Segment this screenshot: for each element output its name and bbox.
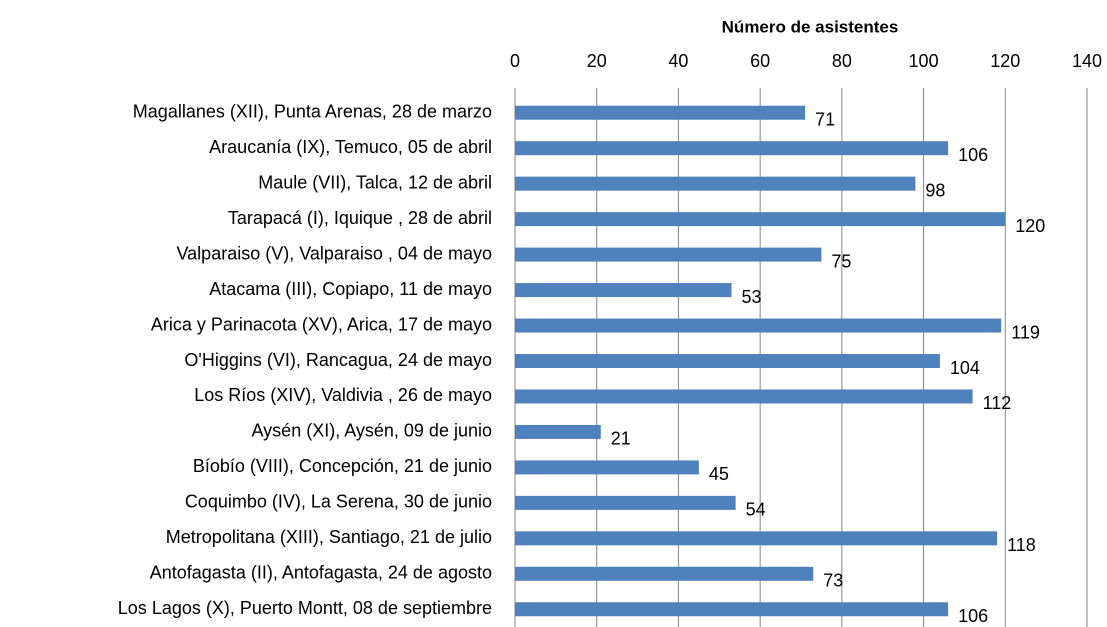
bar bbox=[515, 460, 699, 475]
data-label: 71 bbox=[815, 109, 835, 129]
data-label: 98 bbox=[925, 180, 945, 200]
y-tick-label: Bíobío (VIII), Concepción, 21 de junio bbox=[193, 456, 492, 476]
x-tick-label: 60 bbox=[750, 51, 770, 71]
data-label: 53 bbox=[742, 287, 762, 307]
data-label: 120 bbox=[1015, 216, 1045, 236]
data-label: 119 bbox=[1011, 322, 1040, 342]
axis-title: Número de asistentes bbox=[722, 17, 899, 36]
x-tick-label: 80 bbox=[832, 51, 852, 71]
y-tick-label: Atacama (III), Copiapo, 11 de mayo bbox=[209, 279, 492, 299]
y-tick-label: Arica y Parinacota (XV), Arica, 17 de ma… bbox=[151, 314, 492, 334]
x-tick-label: 120 bbox=[990, 51, 1020, 71]
data-label: 54 bbox=[746, 500, 766, 520]
y-tick-label: Tarapacá (I), Iquique , 28 de abril bbox=[228, 208, 492, 228]
y-tick-label: Aysén (XI), Aysén, 09 de junio bbox=[252, 421, 493, 441]
bar bbox=[515, 212, 1006, 227]
x-tick-label: 100 bbox=[909, 51, 939, 71]
y-tick-label: Valparaiso (V), Valparaiso , 04 de mayo bbox=[177, 243, 493, 263]
data-label: 118 bbox=[1007, 535, 1036, 555]
y-tick-label: Coquimbo (IV), La Serena, 30 de junio bbox=[185, 492, 492, 512]
y-tick-label: Los Ríos (XIV), Valdivia , 26 de mayo bbox=[194, 385, 492, 405]
x-tick-label: 20 bbox=[587, 51, 607, 71]
bar bbox=[515, 566, 814, 581]
x-tick-label: 0 bbox=[510, 51, 520, 71]
bar bbox=[515, 389, 973, 404]
bar bbox=[515, 602, 949, 617]
data-label: 106 bbox=[958, 145, 988, 165]
y-tick-label: Metropolitana (XIII), Santiago, 21 de ju… bbox=[166, 527, 492, 547]
x-tick-label: 40 bbox=[668, 51, 688, 71]
data-label: 112 bbox=[983, 393, 1012, 413]
y-tick-label: Magallanes (XII), Punta Arenas, 28 de ma… bbox=[133, 101, 492, 121]
bar bbox=[515, 354, 940, 368]
data-label: 106 bbox=[958, 606, 988, 626]
y-tick-label: Los Lagos (X), Puerto Montt, 08 de septi… bbox=[118, 598, 492, 618]
data-label: 21 bbox=[611, 429, 631, 449]
x-tick-label: 140 bbox=[1072, 51, 1102, 71]
bar bbox=[515, 247, 822, 262]
bar bbox=[515, 141, 949, 156]
data-label: 75 bbox=[831, 251, 851, 271]
y-tick-label: O'Higgins (VI), Rancagua, 24 de mayo bbox=[184, 350, 492, 370]
bar bbox=[515, 318, 1002, 333]
bar bbox=[515, 176, 916, 191]
y-tick-label: Araucanía (IX), Temuco, 05 de abril bbox=[209, 137, 492, 157]
data-label: 73 bbox=[823, 571, 843, 591]
bar bbox=[515, 531, 998, 546]
bar bbox=[515, 283, 732, 298]
y-tick-label: Maule (VII), Talca, 12 de abril bbox=[258, 172, 492, 192]
data-label: 104 bbox=[950, 358, 980, 378]
bar bbox=[515, 105, 806, 120]
bar bbox=[515, 495, 736, 510]
data-label: 45 bbox=[709, 464, 729, 484]
bar bbox=[515, 424, 601, 439]
y-tick-label: Antofagasta (II), Antofagasta, 24 de ago… bbox=[150, 563, 492, 583]
